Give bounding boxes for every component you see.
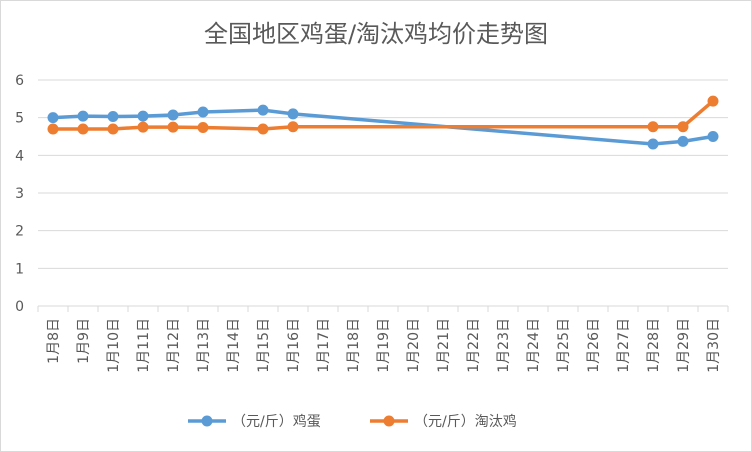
series-point-0 (197, 106, 209, 118)
series-point-0 (647, 138, 659, 150)
x-tick-label: 1月17日 (316, 318, 332, 373)
x-tick-label: 1月21日 (436, 318, 452, 373)
y-tick-label: 1 (15, 261, 24, 277)
series-point-0 (287, 108, 299, 120)
series-point-1 (677, 121, 689, 133)
series-point-1 (197, 121, 209, 133)
y-tick-label: 4 (15, 148, 24, 164)
series-point-1 (257, 123, 269, 135)
chart-title: 全国地区鸡蛋/淘汰鸡均价走势图 (203, 20, 549, 48)
y-tick-label: 0 (15, 299, 24, 315)
legend: （元/斤）鸡蛋 （元/斤）淘汰鸡 (188, 413, 517, 430)
series-point-1 (137, 121, 149, 133)
x-tick-label: 1月20日 (406, 318, 422, 373)
x-tick-label: 1月11日 (136, 318, 152, 373)
x-tick-label: 1月22日 (466, 318, 482, 373)
y-tick-label: 2 (15, 224, 24, 240)
series-point-1 (47, 123, 59, 135)
x-tick-label: 1月29日 (676, 318, 692, 373)
x-tick-label: 1月23日 (496, 318, 512, 373)
legend-label: （元/斤）鸡蛋 (232, 413, 321, 430)
series-point-0 (257, 104, 269, 116)
x-tick-label: 1月8日 (46, 318, 62, 364)
x-tick-label: 1月10日 (106, 318, 122, 373)
series-point-1 (167, 121, 179, 133)
series-point-0 (77, 110, 89, 122)
y-axis: 0 1 2 3 4 5 6 (15, 73, 24, 315)
series-point-0 (707, 131, 719, 142)
series-point-1 (107, 123, 119, 135)
y-tick-label: 6 (15, 73, 24, 89)
x-tick-label: 1月27日 (616, 318, 632, 373)
series-point-1 (287, 121, 299, 133)
series-lines (47, 95, 719, 150)
x-tick-label: 1月30日 (706, 318, 722, 373)
x-tick-label: 1月26日 (586, 318, 602, 373)
x-tick-label: 1月28日 (646, 318, 662, 373)
x-tick-label: 1月24日 (526, 318, 542, 373)
y-tick-label: 5 (15, 111, 24, 127)
series-point-0 (107, 111, 119, 123)
series-point-0 (137, 110, 149, 122)
legend-swatch-marker (383, 415, 395, 427)
series-point-1 (707, 95, 719, 107)
x-tick-label: 1月14日 (226, 318, 242, 373)
x-tick-label: 1月15日 (256, 318, 272, 373)
series-point-1 (647, 121, 659, 133)
series-point-0 (677, 135, 689, 147)
x-tick-label: 1月25日 (556, 318, 572, 373)
series-point-1 (77, 123, 89, 135)
x-tick-label: 1月9日 (76, 318, 92, 364)
legend-swatch-marker (201, 415, 213, 427)
x-tick-label: 1月13日 (196, 318, 212, 373)
y-tick-label: 3 (15, 186, 24, 202)
series-point-0 (47, 112, 59, 124)
x-tick-label: 1月16日 (286, 318, 302, 373)
series-point-0 (167, 109, 179, 121)
x-tick-label: 1月12日 (166, 318, 182, 373)
legend-label: （元/斤）淘汰鸡 (414, 413, 517, 430)
grid-lines (38, 79, 728, 307)
x-tick-label: 1月19日 (376, 318, 392, 373)
x-tick-label: 1月18日 (346, 318, 362, 373)
x-axis: 1月8日 1月9日 1月10日 1月11日 1月12日 1月13日 1月14日 1月15日 1月… (37, 306, 729, 373)
